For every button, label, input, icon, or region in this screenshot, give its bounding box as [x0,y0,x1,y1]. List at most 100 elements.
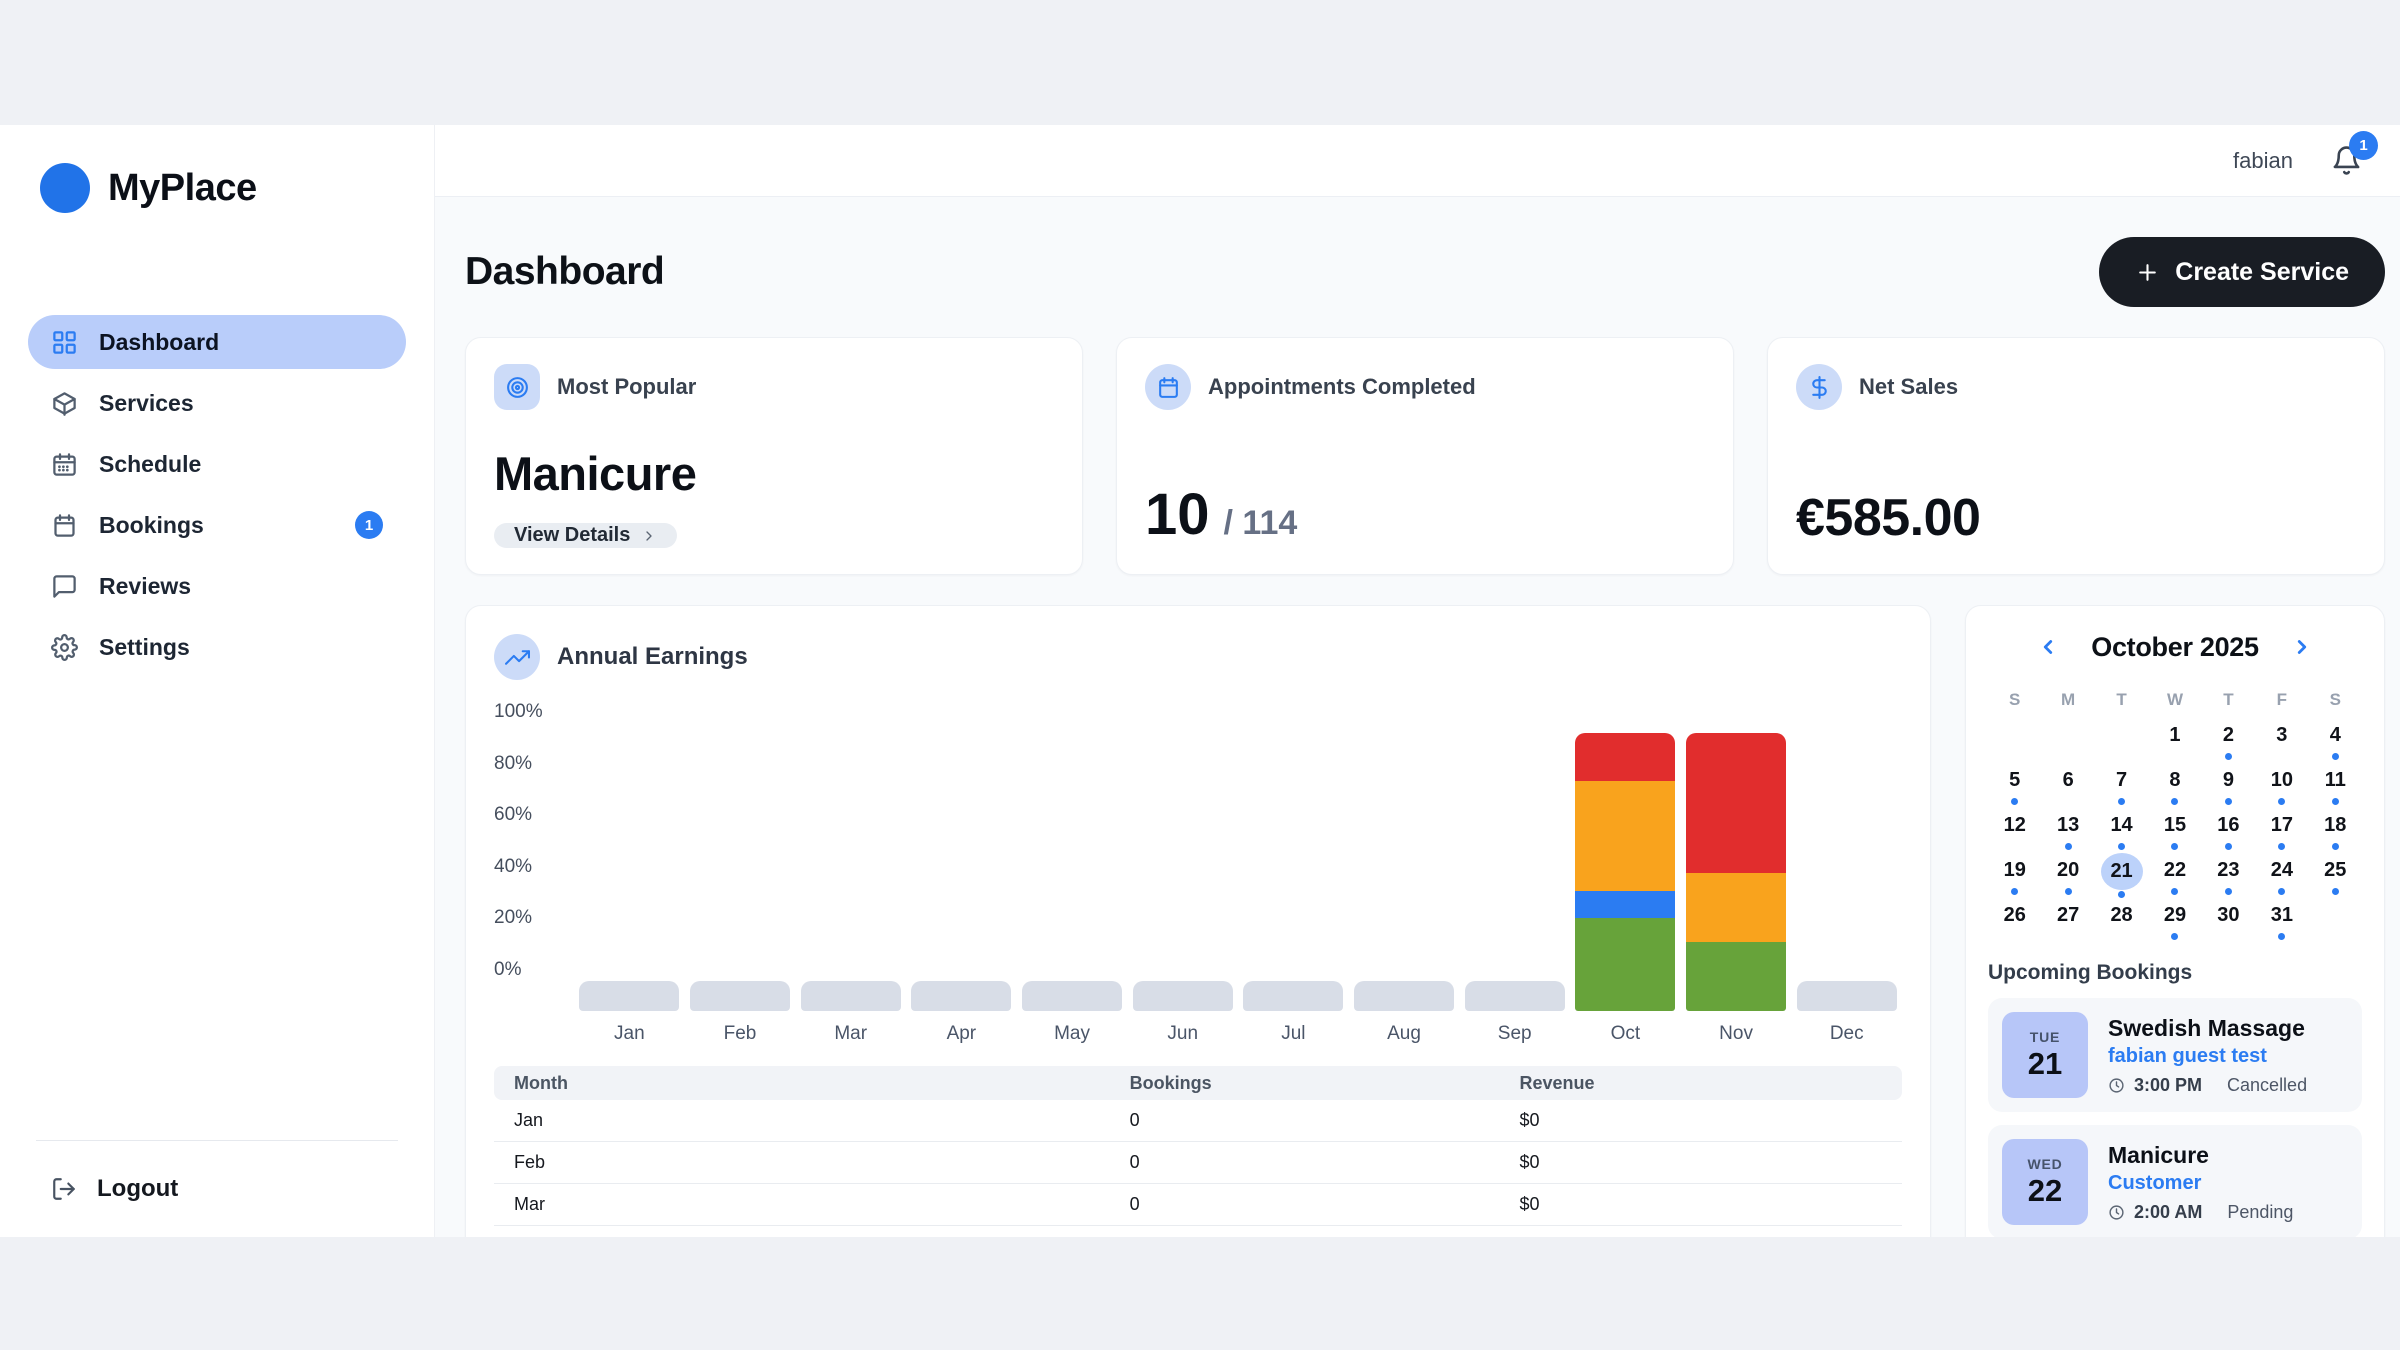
most-popular-title: Most Popular [557,374,697,399]
x-axis-label: Oct [1610,1023,1641,1044]
sidebar-item-dashboard[interactable]: Dashboard [28,315,406,369]
sidebar-item-label: Bookings [99,511,204,538]
calendar-day-26[interactable]: 26 [1988,898,2041,943]
logout-label: Logout [97,1175,179,1202]
booking-details: Manicure Customer 2:00 AM Pending [2108,1142,2293,1223]
calendar-day-27[interactable]: 27 [2041,898,2094,943]
chart-plot-area [574,690,1902,1011]
calendar-day-15[interactable]: 15 [2148,808,2201,853]
bar-segment-green [1686,942,1787,1011]
calendar-month-title: October 2025 [2091,631,2259,662]
booking-customer-link[interactable]: fabian guest test [2108,1044,2267,1067]
table-cell: $0 [1519,1152,1540,1172]
booking-customer-link[interactable]: Customer [2108,1171,2202,1194]
sidebar-item-label: Dashboard [99,328,220,355]
logout-button[interactable]: Logout [28,1175,406,1203]
sidebar-item-services[interactable]: Services [28,376,406,430]
topbar: fabian 1 [435,125,2400,197]
calendar-day-23[interactable]: 23 [2202,853,2255,898]
calendar-day-30[interactable]: 30 [2202,898,2255,943]
sidebar-item-schedule[interactable]: Schedule [28,437,406,491]
calendar-day-number: 23 [2217,858,2240,881]
calendar-day-6[interactable]: 6 [2041,763,2094,808]
calendar-day-number: 10 [2270,768,2293,791]
calendar-day-19[interactable]: 19 [1988,853,2041,898]
calendar-day-11[interactable]: 11 [2309,763,2362,808]
calendar-prev-button[interactable] [2033,632,2063,662]
calendar-day-18[interactable]: 18 [2309,808,2362,853]
app-frame: MyPlace Dashboard Services Schedule Booking… [0,125,2400,1237]
chevron-right-icon [641,528,657,544]
create-service-button[interactable]: Create Service [2099,237,2385,307]
empty-bar [1796,981,1897,1011]
booking-dot [2118,843,2126,850]
table-cell: $0 [1519,1110,1540,1130]
booking-time: 3:00 PM [2134,1074,2203,1095]
calendar-day-2[interactable]: 2 [2202,718,2255,763]
calendar-day-16[interactable]: 16 [2202,808,2255,853]
calendar-day-31[interactable]: 31 [2255,898,2308,943]
calendar-day-number: 9 [2222,768,2234,791]
view-details-button[interactable]: View Details [494,523,678,548]
calendar-day-number: 13 [2057,813,2080,836]
calendar-day-13[interactable]: 13 [2041,808,2094,853]
appointments-completed-value: 10 [1145,482,1210,547]
stat-cards: Most Popular Manicure View Details Appoi… [465,337,2385,575]
calendar-day-22[interactable]: 22 [2148,853,2201,898]
booking-day-abbr: TUE [2029,1028,2061,1045]
upcoming-bookings-list: TUE 21 Swedish Massage fabian guest test 3:0… [1988,998,2362,1237]
calendar-day-20[interactable]: 20 [2041,853,2094,898]
calendar-day-1[interactable]: 1 [2148,718,2201,763]
appointments-title: Appointments Completed [1208,374,1476,399]
notifications-button[interactable]: 1 [2331,131,2378,176]
booking-dot [2224,843,2232,850]
username[interactable]: fabian [2233,147,2293,173]
booking-dot [2171,888,2179,895]
bar-apr [906,690,1017,1011]
calendar-day-25[interactable]: 25 [2309,853,2362,898]
calendar-day-4[interactable]: 4 [2309,718,2362,763]
booking-card[interactable]: TUE 21 Swedish Massage fabian guest test 3:0… [1988,998,2362,1112]
calendar-day-9[interactable]: 9 [2202,763,2255,808]
sidebar-item-reviews[interactable]: Reviews [28,559,406,613]
calendar-day-8[interactable]: 8 [2148,763,2201,808]
calendar-day-3[interactable]: 3 [2255,718,2308,763]
brand: MyPlace [28,163,406,213]
sidebar-item-label: Schedule [99,450,202,477]
calendar-next-button[interactable] [2287,632,2317,662]
calendar-day-number: 27 [2057,903,2080,926]
bar-segment-orange [1686,873,1787,943]
bar-jan [574,690,685,1011]
booking-card[interactable]: WED 22 Manicure Customer 2:00 AM Pending [1988,1125,2362,1237]
booking-dot [2278,888,2286,895]
x-axis-label: May [1054,1023,1090,1044]
calendar-header: October 2025 [1988,626,2362,668]
calendar-check-icon [1145,364,1191,410]
booking-day-number: 22 [2027,1172,2063,1208]
calendar-day-7[interactable]: 7 [2095,763,2148,808]
calendar-day-10[interactable]: 10 [2255,763,2308,808]
annual-earnings-card: Annual Earnings 100% 80% 60% 40% 20% 0% Jan Feb… [465,605,1931,1237]
calendar-day-21[interactable]: 21 [2095,853,2148,898]
y-axis-tick: 40% [494,855,533,877]
booking-status: Pending [2227,1201,2294,1222]
calendar-day-28[interactable]: 28 [2095,898,2148,943]
calendar-day-24[interactable]: 24 [2255,853,2308,898]
calendar-day-14[interactable]: 14 [2095,808,2148,853]
notification-badge: 1 [2349,131,2378,160]
bar-oct [1570,690,1681,1011]
sidebar-item-bookings[interactable]: Bookings 1 [28,498,406,552]
sidebar-nav: Dashboard Services Schedule Bookings 1 Review… [28,315,406,674]
calendar-day-17[interactable]: 17 [2255,808,2308,853]
target-icon [494,364,540,410]
table-cell: Mar [514,1194,545,1214]
calendar-day-5[interactable]: 5 [1988,763,2041,808]
bar-feb [685,690,796,1011]
sidebar-item-settings[interactable]: Settings [28,620,406,674]
most-popular-card: Most Popular Manicure View Details [465,337,1083,575]
bookings-count-badge: 1 [355,511,383,539]
calendar-day-29[interactable]: 29 [2148,898,2201,943]
package-icon [51,390,78,417]
calendar-day-12[interactable]: 12 [1988,808,2041,853]
